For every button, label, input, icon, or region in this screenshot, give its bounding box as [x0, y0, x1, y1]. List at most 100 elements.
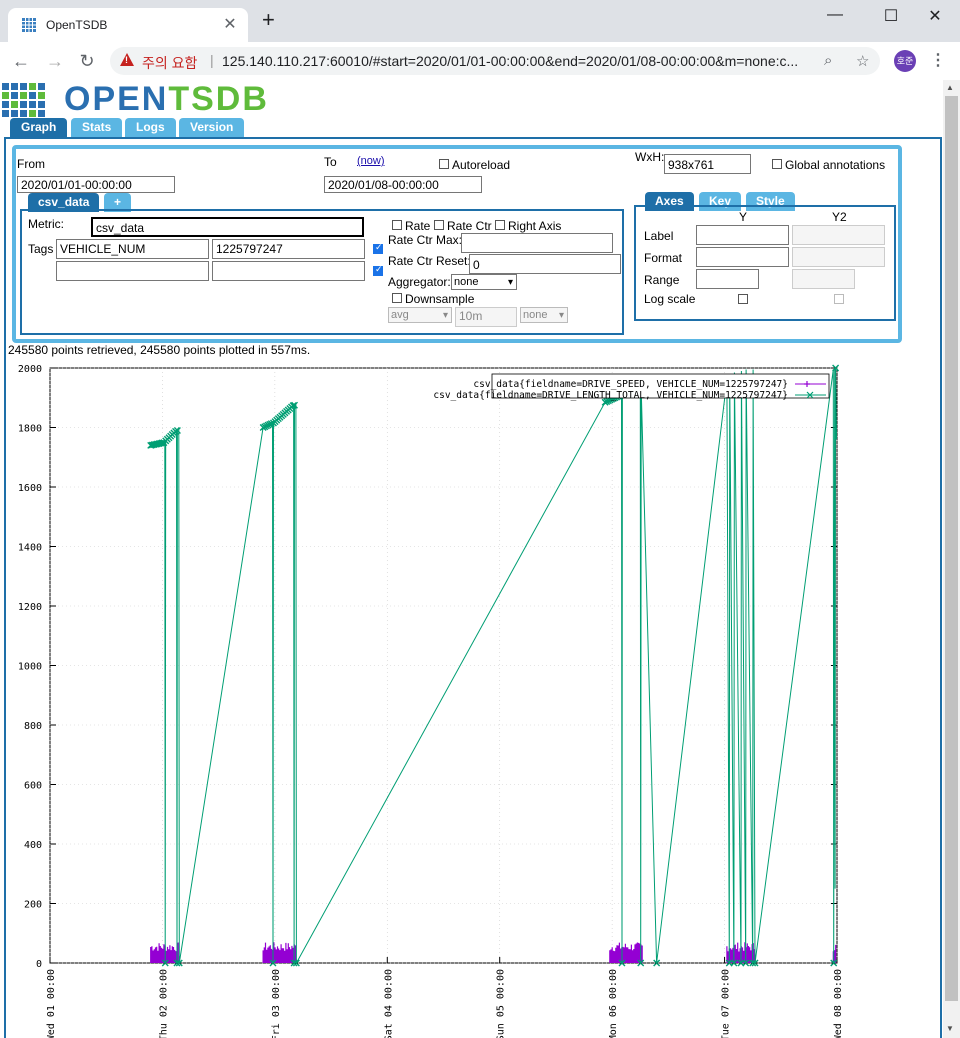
y-range-input[interactable]	[696, 269, 759, 289]
new-tab-icon[interactable]: +	[262, 7, 275, 32]
rate-ctr-label: Rate Ctr	[447, 219, 492, 233]
tag-key-input-empty[interactable]	[56, 261, 209, 281]
tag-group-checkbox-2[interactable]	[373, 264, 383, 276]
tag-value-input-empty[interactable]	[212, 261, 365, 281]
y2-logscale-checkbox[interactable]	[834, 294, 844, 304]
legend-label: csv_data{fieldname=DRIVE_LENGTH_TOTAL, V…	[433, 390, 788, 401]
downsample-function-select[interactable]: avg	[388, 307, 452, 323]
rate-ctr-reset-input[interactable]: 0	[469, 254, 621, 274]
tab-stats[interactable]: Stats	[71, 118, 123, 137]
forward-icon[interactable]: →	[46, 51, 64, 71]
x-tick-label: Sat 04 00:00	[383, 969, 394, 1038]
global-annotations-checkbox[interactable]	[772, 159, 782, 169]
y-tick-label: 1400	[18, 543, 42, 554]
axis-y-header: Y	[739, 210, 748, 224]
scroll-down-icon[interactable]: ▼	[946, 1024, 954, 1033]
downsample-fill-select[interactable]: none	[520, 307, 568, 323]
security-label[interactable]: 주의 요함	[142, 55, 198, 71]
add-metric-tab[interactable]: +	[104, 193, 132, 212]
menu-icon[interactable]: ⋮	[930, 52, 946, 69]
y-tick-label: 1800	[18, 424, 42, 435]
downsample-label: Downsample	[405, 292, 475, 306]
logo-grid-icon	[2, 83, 45, 117]
wxh-input[interactable]: 938x761	[664, 154, 751, 174]
graph-panel: From 2020/01/01-00:00:00 To (now) 2020/0…	[4, 137, 942, 1038]
rate-ctr-reset-label: Rate Ctr Reset:	[388, 254, 471, 268]
downsample-interval-input[interactable]: 10m	[455, 307, 517, 327]
query-box: From 2020/01/01-00:00:00 To (now) 2020/0…	[12, 145, 902, 343]
now-link[interactable]: (now)	[357, 155, 385, 167]
x-tick-label: Sun 05 00:00	[496, 969, 507, 1038]
right-axis-checkbox[interactable]	[495, 220, 505, 230]
legend-marker	[804, 381, 810, 387]
address-bar[interactable]: 주의 요함 | 125.140.110.217:60010/#start=202…	[110, 47, 880, 75]
zoom-icon[interactable]: ⌕	[824, 52, 833, 69]
tab-metric-csv-data[interactable]: csv_data	[28, 193, 100, 212]
back-icon[interactable]: ←	[12, 51, 30, 71]
browser-tabstrip: OpenTSDB ✕ + — ☐ ✕	[0, 0, 960, 42]
window-close-icon[interactable]: ✕	[928, 8, 942, 25]
page-scrollbar[interactable]: ▲ ▼	[943, 80, 960, 1038]
maximize-icon[interactable]: ☐	[883, 8, 899, 25]
x-tick-label: Fri 03 00:00	[271, 969, 282, 1038]
axis-format-row: Format	[644, 251, 683, 265]
axes-panel: Y Y2 Label Format Range Log scale	[634, 205, 896, 321]
logo-text: OPENTSDB	[64, 80, 269, 118]
autoreload-checkbox[interactable]	[439, 159, 449, 169]
aggregator-label: Aggregator:	[388, 275, 451, 289]
graph-chart: 0 200 400 600 800 1000 1200 1400 1600 1800 2000 Wed…	[18, 364, 844, 1038]
y-tick-label: 400	[24, 840, 42, 851]
y-tick-label: 600	[24, 781, 42, 792]
legend-box	[491, 373, 830, 399]
tag-group-checkbox-1[interactable]	[373, 242, 383, 254]
wxh-label: WxH:	[635, 150, 665, 164]
y-tick-label: 1600	[18, 483, 42, 494]
tag-value-input[interactable]: 1225797247	[212, 239, 365, 259]
x-tick-label: Tue 07 00:00	[721, 969, 732, 1038]
global-annotations-label: Global annotations	[785, 158, 886, 172]
series-drive-length-total	[150, 367, 837, 964]
rate-ctr-checkbox[interactable]	[434, 220, 444, 230]
minimize-icon[interactable]: —	[827, 6, 843, 23]
reload-icon[interactable]: ↻	[79, 51, 95, 71]
axis-label-row: Label	[644, 229, 674, 243]
downsample-checkbox[interactable]	[392, 293, 402, 303]
url-text[interactable]: 125.140.110.217:60010/#start=2020/01/01-…	[222, 53, 799, 69]
tab-version[interactable]: Version	[179, 118, 245, 137]
x-tick-label: Mon 06 00:00	[608, 969, 619, 1038]
y2-format-input[interactable]	[792, 247, 885, 267]
y2-range-input[interactable]	[792, 269, 855, 289]
legend-label: csv_data{fieldname=DRIVE_SPEED, VEHICLE_…	[473, 379, 788, 390]
y-label-input[interactable]	[696, 225, 789, 245]
avatar[interactable]: 호준	[894, 50, 916, 72]
rate-checkbox[interactable]	[392, 220, 402, 230]
browser-toolbar: ← → ↻ 주의 요함 | 125.140.110.217:60010/#sta…	[0, 42, 960, 81]
tab-logs[interactable]: Logs	[125, 118, 176, 137]
to-label: To	[324, 155, 337, 169]
y-tick-label: 2000	[18, 364, 42, 375]
bookmark-star-icon[interactable]: ☆	[856, 53, 870, 70]
axis-range-row: Range	[644, 273, 680, 287]
tag-key-input[interactable]: VEHICLE_NUM	[56, 239, 209, 259]
from-input[interactable]: 2020/01/01-00:00:00	[17, 176, 175, 193]
to-input[interactable]: 2020/01/08-00:00:00	[324, 176, 482, 193]
y-logscale-checkbox[interactable]	[738, 294, 748, 304]
y-format-input[interactable]	[696, 247, 789, 267]
y2-label-input[interactable]	[792, 225, 885, 245]
scroll-up-icon[interactable]: ▲	[946, 83, 954, 92]
browser-tab[interactable]: OpenTSDB ✕	[8, 8, 248, 42]
page: OPENTSDB Graph Stats Logs Version From 2…	[0, 80, 943, 1038]
tab-title: OpenTSDB	[46, 18, 108, 32]
series-drive-speed	[150, 942, 837, 963]
scroll-thumb[interactable]	[945, 96, 958, 1001]
metric-input[interactable]: csv_data	[91, 217, 364, 237]
close-tab-icon[interactable]: ✕	[223, 16, 237, 33]
x-tick-label: Wed 01 00:00	[46, 969, 57, 1038]
right-axis-label: Right Axis	[508, 219, 562, 233]
tab-graph[interactable]: Graph	[10, 118, 68, 137]
opentsdb-favicon-icon	[22, 18, 36, 32]
axis-y2-header: Y2	[832, 210, 847, 224]
aggregator-select[interactable]: none	[451, 274, 517, 290]
y-tick-label: 200	[24, 900, 42, 911]
rate-ctr-max-input[interactable]	[461, 233, 613, 253]
